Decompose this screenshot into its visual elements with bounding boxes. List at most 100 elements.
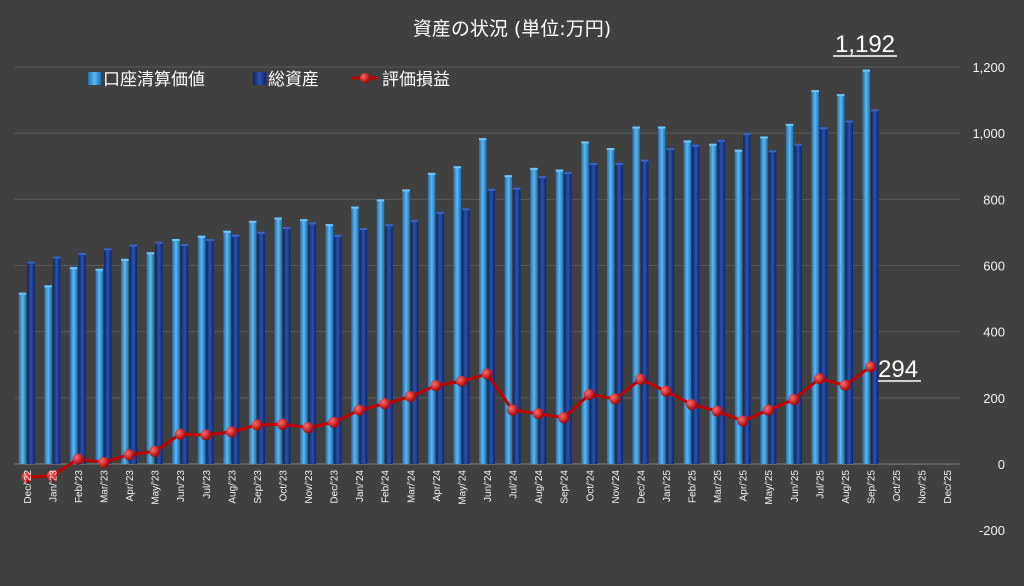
x-tick-label: Dec/'24 (636, 470, 647, 504)
bar-total-assets-cap (282, 227, 291, 230)
profit-point (97, 456, 109, 468)
profit-point (660, 385, 672, 397)
bar-total-assets (538, 176, 547, 465)
bar-total-assets-cap (180, 243, 189, 246)
profit-point (532, 408, 544, 420)
bar-liquidation-value (785, 123, 794, 465)
profit-point (251, 419, 263, 431)
bar-total-assets (385, 224, 393, 464)
bar-total-assets (819, 127, 828, 464)
legend-item-total-assets: 総資産 (253, 70, 319, 90)
x-tick-label: May/'23 (151, 470, 162, 505)
bar-total-assets (129, 244, 138, 464)
bar-liquidation-cap (172, 239, 180, 242)
bar-liquidation-value (683, 140, 692, 464)
bar-liquidation-cap (197, 235, 206, 238)
bar-total-assets (871, 109, 879, 464)
bar-liquidation-cap (453, 166, 461, 169)
bar-total-assets-cap (717, 139, 726, 142)
bar-liquidation-cap (121, 258, 129, 261)
bar-total-assets (180, 243, 189, 464)
bar-total-assets-cap (794, 143, 802, 146)
x-tick-label: May/'25 (764, 470, 775, 505)
bar-total-assets (103, 248, 112, 464)
profit-point (481, 368, 493, 380)
bar-liquidation-value (836, 94, 845, 465)
bar-liquidation-value (734, 149, 743, 465)
bar-liquidation-value (69, 267, 78, 464)
profit-point (686, 398, 698, 410)
bar-liquidation-value (325, 224, 334, 464)
y-tick-label: 800 (983, 192, 1005, 207)
profit-point (711, 405, 723, 417)
profit-point (558, 412, 570, 424)
x-tick-label: Jan/'23 (48, 470, 59, 502)
bar-liquidation-cap (351, 206, 359, 209)
bar-total-assets (564, 172, 572, 464)
x-tick-label: Jun/'25 (790, 470, 801, 502)
x-axis-ticks: Dec/'22 Jan/'23 Feb/'23 Mar/'23 Apr/'23 May/'… (23, 470, 954, 505)
profit-point (762, 404, 774, 416)
bar-total-assets-cap (743, 133, 751, 136)
bar-total-assets (334, 234, 342, 464)
legend-swatch-liquidation (88, 72, 101, 85)
bar-total-assets-cap (871, 109, 879, 112)
profit-point (225, 426, 237, 438)
bar-total-assets (282, 227, 291, 464)
x-tick-label: Jun/'24 (483, 470, 494, 502)
x-tick-label: Dec/'25 (943, 470, 954, 504)
y-tick-label: 200 (983, 391, 1005, 406)
bar-total-assets (308, 222, 317, 464)
bar-liquidation-cap (18, 292, 27, 295)
bar-liquidation-cap (44, 285, 52, 288)
profit-point (813, 373, 825, 385)
x-tick-label: Jul/'25 (815, 470, 826, 499)
bar-liquidation-value (581, 141, 589, 464)
bar-total-assets (513, 187, 521, 465)
bar-liquidation-cap (300, 219, 308, 222)
y-tick-label: 400 (983, 325, 1005, 340)
x-tick-label: Nov/'23 (304, 470, 315, 504)
bar-liquidation-cap (683, 140, 692, 143)
profit-point (276, 418, 288, 430)
y-axis-ticks: -200 0 200 400 600 800 1,000 1,200 (972, 60, 1005, 538)
bar-liquidation-cap (555, 169, 564, 172)
bar-total-assets-cap (692, 144, 700, 147)
profit-point (839, 379, 851, 391)
y-tick-label: 1,200 (972, 60, 1005, 75)
x-tick-label: Oct/'23 (278, 470, 289, 502)
x-tick-label: Apr/'23 (125, 470, 136, 502)
legend: 口座清算価値 総資産 評価損益 (88, 70, 450, 90)
bar-total-assets-cap (615, 162, 623, 165)
bar-total-assets (743, 133, 751, 464)
profit-point (21, 471, 33, 483)
bar-total-assets-cap (359, 228, 368, 231)
profit-point (353, 404, 365, 416)
bar-liquidation-value (172, 239, 180, 464)
bar-liquidation-cap (606, 148, 615, 151)
profit-point (46, 470, 58, 482)
profit-point (507, 404, 519, 416)
bar-liquidation-cap (376, 199, 385, 202)
bar-total-assets (615, 162, 623, 465)
bar-liquidation-value (95, 268, 103, 464)
profit-point (430, 380, 442, 392)
x-tick-label: Aug/'24 (534, 470, 545, 504)
profit-point (200, 429, 212, 441)
bar-total-assets (52, 256, 61, 464)
bar-liquidation-cap (274, 217, 282, 220)
bar-liquidation-cap (223, 230, 231, 233)
bar-total-assets-cap (52, 256, 61, 259)
x-tick-label: Nov/'24 (611, 470, 622, 504)
bar-liquidation-value (376, 199, 385, 465)
bar-total-assets-cap (589, 162, 598, 165)
profit-point (583, 389, 595, 401)
bar-liquidation-value (300, 219, 308, 464)
y-tick-label: 600 (983, 259, 1005, 274)
bar-total-assets (359, 228, 368, 464)
bar-total-assets-cap (257, 231, 265, 234)
bar-total-assets-cap (564, 172, 572, 175)
profit-line-layer (21, 361, 877, 483)
bar-liquidation-cap (325, 224, 334, 227)
